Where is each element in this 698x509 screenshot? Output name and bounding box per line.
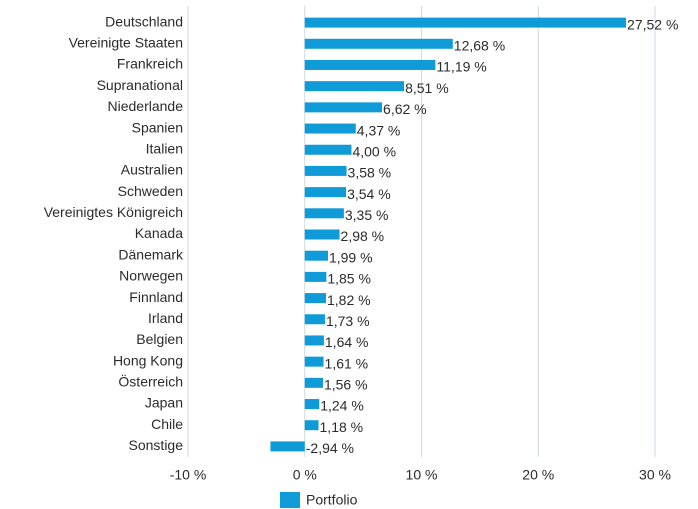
data-label: 12,68 % (454, 37, 505, 53)
bar (304, 314, 325, 325)
data-label: 27,52 % (627, 16, 678, 32)
data-label: 8,51 % (405, 80, 449, 96)
category-label: Irland (148, 310, 183, 326)
bar (304, 17, 627, 28)
data-label: 1,82 % (327, 292, 371, 308)
category-label: Norwegen (119, 268, 183, 284)
x-tick-label: 30 % (639, 467, 671, 483)
bar (304, 335, 324, 346)
bar (304, 208, 344, 219)
category-label: Schweden (118, 183, 183, 199)
bar (304, 250, 328, 261)
category-label: Kanada (135, 225, 183, 241)
category-label: Italien (146, 140, 183, 156)
category-label: Australien (121, 162, 183, 178)
bar (304, 293, 326, 304)
bar (304, 165, 347, 176)
data-label: 3,54 % (347, 186, 391, 202)
category-label: Niederlande (108, 98, 184, 114)
category-label: Vereinigtes Königreich (44, 204, 183, 220)
bar (304, 123, 356, 134)
data-label: 1,56 % (324, 377, 368, 393)
bar (304, 102, 383, 113)
x-tick-label: 20 % (522, 467, 554, 483)
data-label: 4,37 % (357, 122, 401, 138)
bar (304, 59, 436, 70)
category-label: Japan (145, 395, 183, 411)
bar (304, 377, 323, 388)
bar (304, 271, 327, 282)
bar (270, 441, 305, 452)
category-label: Österreich (118, 373, 183, 390)
legend-label: Portfolio (306, 492, 358, 508)
bar (304, 144, 352, 155)
bar (304, 356, 324, 367)
data-label: 1,64 % (325, 334, 369, 350)
bar (304, 187, 347, 198)
data-label: 2,98 % (341, 228, 385, 244)
category-label: Vereinigte Staaten (69, 34, 183, 50)
bar (304, 229, 340, 240)
category-label: Dänemark (118, 246, 184, 262)
legend-swatch (280, 492, 300, 508)
x-tick-label: -10 % (170, 467, 207, 483)
data-label: 1,73 % (326, 313, 370, 329)
data-label: 4,00 % (352, 143, 396, 159)
data-label: 1,85 % (327, 271, 371, 287)
x-tick-label: 10 % (406, 467, 438, 483)
data-label: 1,99 % (329, 249, 373, 265)
category-label: Sonstige (129, 437, 184, 453)
data-label: 1,61 % (325, 355, 369, 371)
category-label: Spanien (132, 119, 183, 135)
category-label: Hong Kong (113, 352, 183, 368)
data-label: 1,24 % (320, 398, 364, 414)
category-label: Belgien (136, 331, 183, 347)
bar (304, 38, 453, 49)
data-label: 11,19 % (436, 59, 486, 75)
category-label: Supranational (97, 77, 183, 93)
data-label: -2,94 % (306, 440, 354, 456)
category-label: Finnland (129, 289, 183, 305)
category-label: Frankreich (117, 56, 183, 72)
category-label: Chile (151, 416, 183, 432)
data-label: 6,62 % (383, 101, 427, 117)
bar (304, 399, 320, 410)
data-label: 3,58 % (348, 165, 392, 181)
data-label: 1,18 % (320, 419, 364, 435)
bar (304, 81, 405, 92)
data-label: 3,35 % (345, 207, 389, 223)
category-label: Deutschland (105, 13, 183, 29)
x-tick-label: 0 % (293, 467, 317, 483)
bar (304, 420, 319, 431)
